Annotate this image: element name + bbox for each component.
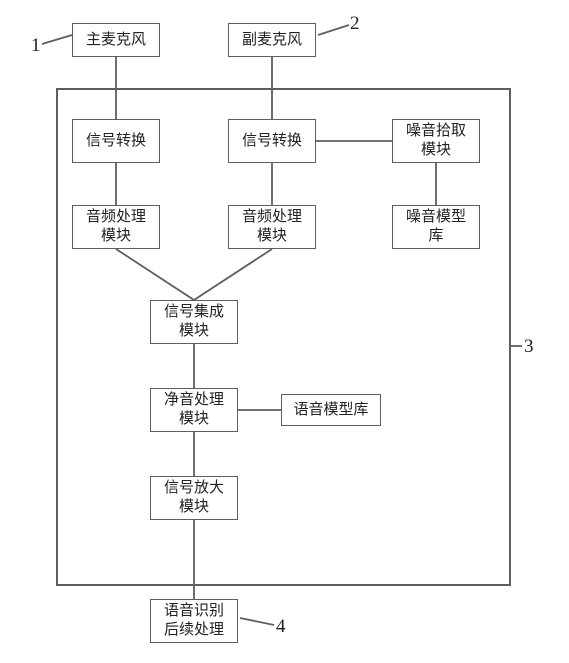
node-signal-amplify: 信号放大模块: [150, 476, 238, 520]
callout-4: 4: [276, 616, 286, 638]
node-signal-integration: 信号集成模块: [150, 300, 238, 344]
node-audio-proc-left: 音频处理模块: [72, 205, 160, 249]
node-label: 净音处理模块: [164, 391, 224, 429]
node-main-mic: 主麦克风: [72, 23, 160, 57]
node-audio-proc-right: 音频处理模块: [228, 205, 316, 249]
node-label: 语音模型库: [293, 401, 368, 420]
callout-1: 1: [31, 35, 41, 57]
node-clean-audio: 净音处理模块: [150, 388, 238, 432]
node-label: 噪音模型库: [406, 208, 466, 246]
node-signal-conversion-left: 信号转换: [72, 119, 160, 163]
node-label: 噪音拾取模块: [406, 122, 466, 160]
node-label: 语音识别后续处理: [164, 602, 224, 640]
node-label: 主麦克风: [86, 31, 146, 50]
node-label: 音频处理模块: [86, 208, 146, 246]
callout-3: 3: [524, 336, 534, 358]
node-noise-model-lib: 噪音模型库: [392, 205, 480, 249]
node-signal-conversion-right: 信号转换: [228, 119, 316, 163]
node-label: 副麦克风: [242, 31, 302, 50]
callout-2: 2: [350, 13, 360, 35]
node-speech-model-lib: 语音模型库: [281, 394, 381, 426]
node-label: 信号集成模块: [164, 303, 224, 341]
node-label: 信号转换: [86, 132, 146, 151]
node-noise-pickup: 噪音拾取模块: [392, 119, 480, 163]
node-label: 信号转换: [242, 132, 302, 151]
callout-text: 2: [350, 13, 360, 34]
callout-text: 1: [31, 35, 41, 56]
node-sub-mic: 副麦克风: [228, 23, 316, 57]
node-speech-recognition: 语音识别后续处理: [150, 599, 238, 643]
callout-text: 4: [276, 616, 286, 637]
node-label: 信号放大模块: [164, 479, 224, 517]
node-label: 音频处理模块: [242, 208, 302, 246]
callout-text: 3: [524, 336, 534, 357]
